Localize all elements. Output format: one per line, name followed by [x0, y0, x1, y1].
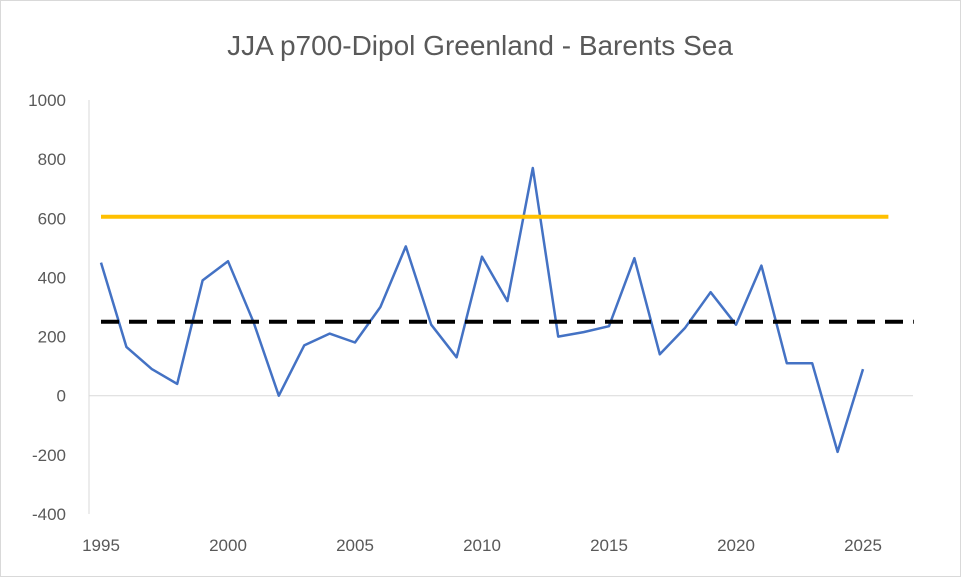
series-group — [99, 166, 914, 454]
data-point — [836, 450, 840, 454]
x-tick-label: 2015 — [590, 536, 628, 555]
dipol-series-line — [99, 166, 865, 454]
y-tick-label: 600 — [38, 209, 66, 228]
data-point — [531, 166, 535, 170]
data-point — [404, 244, 408, 248]
data-point — [480, 255, 484, 259]
x-tick-label: 2020 — [717, 536, 755, 555]
data-point — [124, 345, 128, 349]
data-point — [429, 323, 433, 327]
data-point — [175, 382, 179, 386]
data-point — [378, 305, 382, 309]
data-point — [759, 264, 763, 268]
data-point — [556, 335, 560, 339]
data-point — [607, 324, 611, 328]
data-point — [505, 299, 509, 303]
y-axis-ticks: -400 -200 0 200 400 600 800 1000 — [28, 91, 66, 524]
data-point — [683, 326, 687, 330]
y-tick-label: 200 — [38, 328, 66, 347]
x-tick-label: 2025 — [844, 536, 882, 555]
y-tick-label: 800 — [38, 150, 66, 169]
data-point — [99, 261, 103, 265]
y-tick-label: 1000 — [28, 91, 66, 110]
chart-title: JJA p700-Dipol Greenland - Barents Sea — [227, 30, 733, 61]
y-tick-label: 400 — [38, 268, 66, 287]
data-point — [455, 355, 459, 359]
data-point — [785, 361, 789, 365]
x-tick-label: 2005 — [336, 536, 374, 555]
data-point — [328, 332, 332, 336]
data-point — [302, 343, 306, 347]
data-point — [582, 330, 586, 334]
y-tick-label: 0 — [57, 387, 66, 406]
data-point — [226, 259, 230, 263]
x-axis-ticks: 1995 2000 2005 2010 2015 2020 2025 — [82, 536, 882, 555]
x-tick-label: 2000 — [209, 536, 247, 555]
y-tick-label: -400 — [32, 505, 66, 524]
data-point — [709, 290, 713, 294]
data-point — [861, 367, 865, 371]
data-point — [277, 394, 281, 398]
data-point — [810, 361, 814, 365]
data-point — [353, 340, 357, 344]
x-tick-label: 1995 — [82, 536, 120, 555]
x-tick-label: 2010 — [463, 536, 501, 555]
y-tick-label: -200 — [32, 446, 66, 465]
data-point — [658, 352, 662, 356]
data-point — [632, 256, 636, 260]
data-point — [201, 278, 205, 282]
data-point — [150, 367, 154, 371]
